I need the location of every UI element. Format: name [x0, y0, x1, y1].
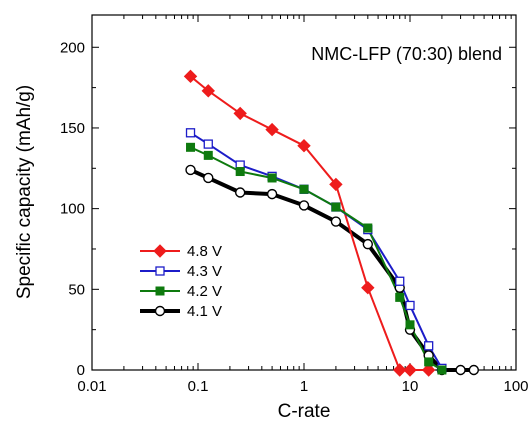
- legend-swatch-marker: [155, 286, 165, 296]
- y-axis-tick-labels: 0 50 100 150 200: [60, 39, 85, 379]
- data-point: [395, 292, 405, 302]
- data-point: [185, 128, 196, 138]
- data-point: [298, 200, 310, 211]
- data-point: [361, 280, 375, 295]
- x-axis-title: C-rate: [278, 401, 331, 422]
- data-point: [330, 216, 342, 227]
- data-point: [331, 202, 341, 212]
- series-line: [190, 146, 443, 371]
- data-point: [203, 150, 213, 160]
- data-point: [235, 167, 245, 177]
- data-point: [267, 173, 277, 183]
- series-line: [189, 75, 429, 371]
- data-point: [421, 363, 436, 377]
- data-point: [424, 357, 434, 367]
- data-point: [186, 142, 196, 152]
- y-tick-label: 200: [60, 39, 85, 56]
- data-point: [362, 238, 374, 250]
- x-tick-label: 10: [402, 378, 419, 395]
- legend-swatch-marker: [153, 244, 167, 258]
- data-point: [393, 363, 407, 377]
- y-tick-label: 50: [68, 281, 85, 298]
- y-tick-label: 150: [60, 120, 85, 137]
- data-point: [297, 138, 311, 153]
- data-point: [234, 187, 246, 198]
- data-point: [395, 276, 405, 286]
- legend-label: 4.1 V: [187, 303, 222, 320]
- data-point: [266, 188, 278, 200]
- data-point: [403, 363, 417, 377]
- y-axis-title: Specific capacity (mAh/g): [14, 85, 35, 299]
- data-point: [203, 139, 213, 149]
- data-point: [437, 365, 447, 375]
- data-point: [265, 122, 279, 137]
- data-point: [201, 84, 215, 98]
- series-line: [189, 131, 443, 369]
- data-point: [455, 364, 466, 376]
- legend-swatch-marker: [154, 305, 166, 317]
- x-tick-label: 1: [300, 378, 308, 395]
- data-point: [203, 172, 214, 184]
- x-tick-label: 0.1: [188, 378, 209, 395]
- data-point: [424, 341, 434, 351]
- data-point: [183, 69, 198, 84]
- data-point: [185, 164, 196, 176]
- legend-label: 4.3 V: [187, 263, 222, 280]
- x-tick-label: 0.01: [77, 378, 106, 395]
- data-point: [468, 364, 480, 376]
- legend-swatch-marker: [155, 266, 165, 276]
- series-line: [189, 168, 474, 372]
- data-point: [299, 184, 309, 194]
- x-tick-label: 100: [503, 378, 528, 395]
- data-point: [233, 106, 247, 121]
- legend-label: 4.2 V: [187, 283, 222, 300]
- legend-label: 4.8 V: [187, 243, 222, 260]
- data-point: [363, 223, 373, 233]
- data-point: [405, 320, 415, 330]
- y-tick-label: 0: [77, 362, 85, 379]
- series-markers: [183, 69, 480, 377]
- chart-annotation: NMC-LFP (70:30) blend: [311, 44, 502, 64]
- y-tick-label: 100: [60, 201, 85, 218]
- data-point: [405, 300, 415, 311]
- data-point: [329, 177, 343, 192]
- x-axis-tick-labels: 0.01 0.1 1 10 100: [77, 378, 528, 395]
- legend: 4.8 V 4.3 V 4.2 V 4.1 V: [140, 243, 222, 320]
